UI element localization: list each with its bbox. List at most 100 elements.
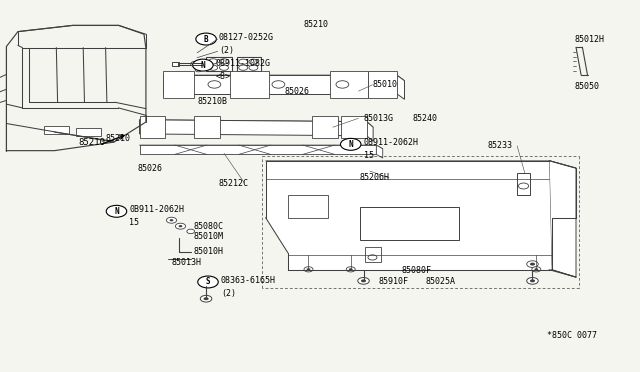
Text: 08911-1082G: 08911-1082G <box>216 59 271 68</box>
Text: 08911-2062H: 08911-2062H <box>364 138 419 147</box>
Text: S: S <box>205 278 211 286</box>
Polygon shape <box>163 75 397 94</box>
Text: 85210B: 85210B <box>197 97 227 106</box>
Circle shape <box>349 268 353 270</box>
Circle shape <box>239 65 248 70</box>
Circle shape <box>346 267 355 272</box>
Text: 85025A: 85025A <box>426 278 456 286</box>
Text: N: N <box>348 140 353 149</box>
Text: (2): (2) <box>221 289 236 298</box>
Text: 85026: 85026 <box>285 87 310 96</box>
Circle shape <box>166 217 177 223</box>
Text: 15: 15 <box>364 151 374 160</box>
Text: 85050: 85050 <box>575 82 600 91</box>
Circle shape <box>106 205 127 217</box>
Circle shape <box>195 68 202 72</box>
FancyBboxPatch shape <box>76 128 101 136</box>
Circle shape <box>191 61 200 67</box>
FancyBboxPatch shape <box>360 207 459 240</box>
Circle shape <box>358 278 369 284</box>
FancyBboxPatch shape <box>312 116 338 138</box>
Circle shape <box>209 65 218 70</box>
Circle shape <box>249 59 258 64</box>
Circle shape <box>208 81 221 88</box>
Text: N: N <box>200 61 205 70</box>
Circle shape <box>170 219 173 221</box>
Text: 85080C: 85080C <box>193 222 223 231</box>
Text: 85012H: 85012H <box>575 35 605 44</box>
Text: 08127-0252G: 08127-0252G <box>219 33 274 42</box>
Text: 85910F: 85910F <box>379 278 409 286</box>
Text: *850C 0077: *850C 0077 <box>547 331 597 340</box>
Circle shape <box>200 295 212 302</box>
FancyBboxPatch shape <box>341 116 367 138</box>
Text: B: B <box>204 35 209 44</box>
Circle shape <box>527 278 538 284</box>
Text: 85240: 85240 <box>412 114 437 123</box>
Circle shape <box>239 59 248 64</box>
FancyBboxPatch shape <box>517 173 530 195</box>
Circle shape <box>304 267 313 272</box>
Text: 85026: 85026 <box>138 164 163 173</box>
Circle shape <box>175 223 186 229</box>
Text: 85013H: 85013H <box>172 258 202 267</box>
Circle shape <box>518 183 529 189</box>
Polygon shape <box>376 145 383 158</box>
FancyBboxPatch shape <box>368 71 397 98</box>
Text: 85210: 85210 <box>106 134 131 143</box>
Circle shape <box>307 268 310 270</box>
Circle shape <box>340 138 361 150</box>
Circle shape <box>198 276 218 288</box>
Circle shape <box>193 59 213 71</box>
FancyBboxPatch shape <box>288 195 328 218</box>
Polygon shape <box>266 161 288 253</box>
Circle shape <box>220 59 228 64</box>
Text: 85010M: 85010M <box>193 232 223 241</box>
Text: 15: 15 <box>129 218 140 227</box>
Polygon shape <box>140 120 367 136</box>
Polygon shape <box>140 145 383 149</box>
Polygon shape <box>397 75 404 99</box>
Circle shape <box>209 59 218 64</box>
Text: (2): (2) <box>219 46 234 55</box>
Circle shape <box>530 279 535 282</box>
Circle shape <box>197 69 200 71</box>
Text: 85233: 85233 <box>488 141 513 150</box>
FancyBboxPatch shape <box>44 126 69 134</box>
Polygon shape <box>549 161 576 277</box>
FancyBboxPatch shape <box>206 57 232 71</box>
Text: 85080F: 85080F <box>402 266 432 275</box>
FancyBboxPatch shape <box>194 116 220 138</box>
Text: 85206H: 85206H <box>360 173 390 182</box>
Text: 85010: 85010 <box>372 80 397 89</box>
FancyBboxPatch shape <box>330 71 368 98</box>
Circle shape <box>220 65 228 70</box>
Circle shape <box>196 33 216 45</box>
Circle shape <box>336 81 349 88</box>
Text: 85010H: 85010H <box>193 247 223 256</box>
Circle shape <box>187 229 195 234</box>
Text: 08363-6165H: 08363-6165H <box>221 276 276 285</box>
Polygon shape <box>266 161 552 270</box>
FancyBboxPatch shape <box>163 71 194 98</box>
Circle shape <box>361 279 366 282</box>
FancyBboxPatch shape <box>172 62 179 66</box>
FancyBboxPatch shape <box>230 71 269 98</box>
Circle shape <box>249 65 258 70</box>
Text: 85013G: 85013G <box>364 114 394 123</box>
Circle shape <box>527 261 538 267</box>
Text: 0B911-2062H: 0B911-2062H <box>129 205 184 214</box>
Circle shape <box>532 267 541 272</box>
Text: 85210: 85210 <box>304 20 329 29</box>
Text: 85210: 85210 <box>78 138 105 147</box>
Text: N: N <box>114 207 119 216</box>
Text: <8>: <8> <box>216 72 230 81</box>
Polygon shape <box>140 145 376 154</box>
Circle shape <box>368 255 377 260</box>
Polygon shape <box>367 122 373 141</box>
Polygon shape <box>163 75 404 81</box>
Circle shape <box>272 81 285 88</box>
Polygon shape <box>266 161 576 168</box>
Circle shape <box>204 297 209 300</box>
FancyBboxPatch shape <box>365 247 381 262</box>
